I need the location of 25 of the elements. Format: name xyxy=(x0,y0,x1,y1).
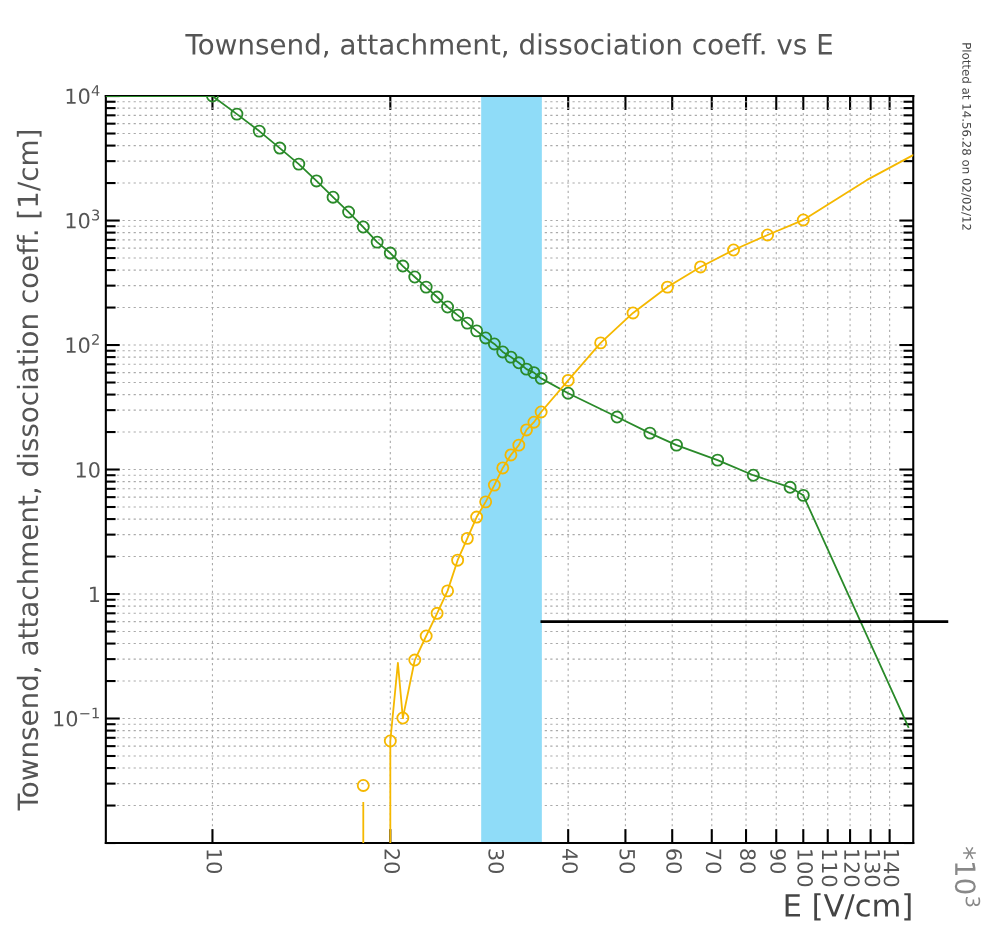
y-tick-label: 10$^{2}$ xyxy=(66,333,99,354)
x-tick-label: 130 xyxy=(864,850,881,887)
chart-title: Townsend, attachment, dissociation coeff. vs E xyxy=(185,33,832,58)
text: *10$^{3}$ xyxy=(954,846,981,907)
y-tick-label: 10$^{−1}$ xyxy=(54,707,99,727)
x-tick-label: 10 xyxy=(206,850,223,874)
x-tick-label: 140 xyxy=(883,850,900,887)
x-tick-label: 60 xyxy=(666,849,682,874)
y-tick-label: 10 xyxy=(76,461,100,478)
y-tick-label: 10$^{3}$ xyxy=(66,209,100,229)
x-tick-label: 70 xyxy=(705,849,722,874)
x-tick-label: 120 xyxy=(844,850,860,887)
x-tick-label: 20 xyxy=(384,849,401,874)
x-tick-label: 50 xyxy=(619,849,636,874)
y-tick-label: 1 xyxy=(90,586,100,602)
x-tick-label: 80 xyxy=(739,849,756,874)
x-tick-label: 90 xyxy=(770,849,786,874)
x-axis-title: E [V/cm] xyxy=(785,893,911,921)
y-axis-title: Townsend, attachment, dissociation coeff. [1/cm] xyxy=(16,130,42,811)
y-tick-label: 10$^{4}$ xyxy=(66,85,100,105)
x-tick-label: 30 xyxy=(488,849,505,874)
text: Plotted at 14.56.28 on 02/02/12 xyxy=(961,43,972,230)
x-tick-label: 100 xyxy=(797,850,813,887)
x-tick-label: 110 xyxy=(821,850,838,887)
x-tick-label: 40 xyxy=(562,848,578,874)
